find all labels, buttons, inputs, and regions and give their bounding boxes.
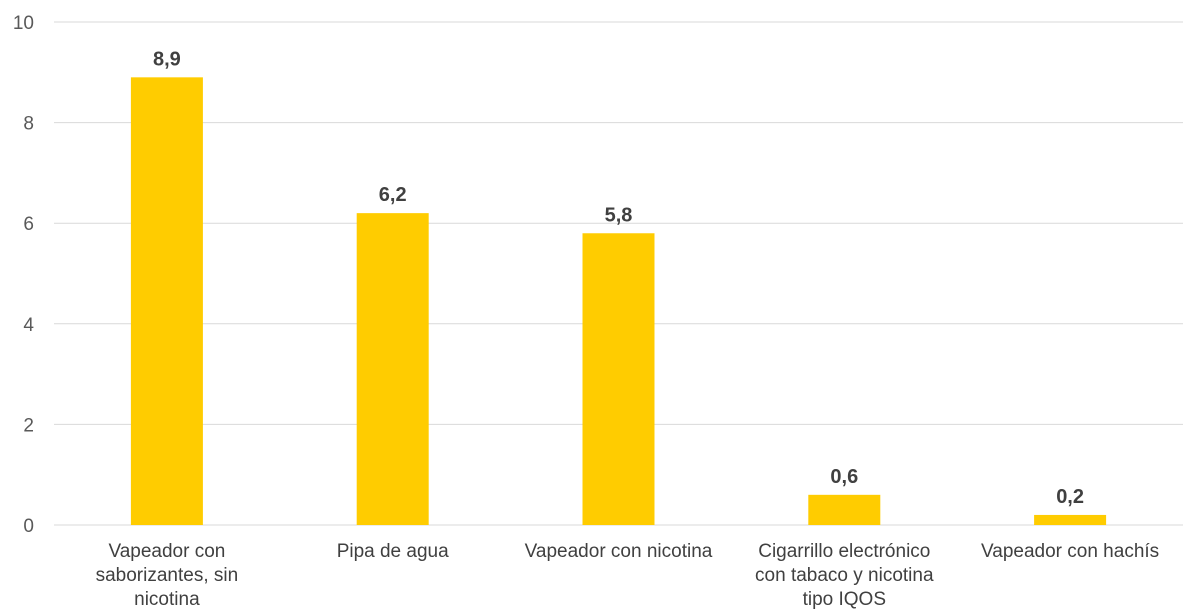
bar [808, 494, 881, 525]
y-tick-label: 4 [23, 315, 34, 336]
y-tick-label: 6 [23, 214, 34, 235]
data-label: 0,6 [830, 466, 858, 488]
data-label: 6,2 [379, 184, 407, 206]
data-label: 5,8 [605, 204, 633, 226]
y-axis-ticks: 0 2 4 6 8 10 [13, 13, 35, 537]
bar [356, 213, 429, 525]
category-label: tipo IQOS [803, 589, 886, 610]
bar [582, 233, 655, 525]
category-label: con tabaco y nicotina [755, 565, 934, 586]
category-label: nicotina [134, 589, 200, 610]
data-labels: 8,9 6,2 5,8 0,6 0,2 [153, 48, 1084, 508]
y-tick-label: 2 [23, 415, 34, 436]
category-label: Pipa de agua [337, 541, 449, 562]
category-label: Vapeador con hachís [981, 541, 1159, 562]
category-label: Vapeador con nicotina [525, 541, 713, 562]
bars [130, 77, 1107, 525]
category-label: Vapeador con [108, 541, 225, 562]
data-label: 0,2 [1056, 486, 1084, 508]
data-label: 8,9 [153, 48, 181, 70]
category-label: Cigarrillo electrónico [758, 541, 930, 562]
category-label: saborizantes, sin [96, 565, 239, 586]
bar [130, 77, 203, 525]
y-tick-label: 0 [23, 516, 34, 537]
y-tick-label: 10 [13, 13, 34, 34]
bar [1034, 514, 1107, 525]
x-axis-categories: Vapeador con saborizantes, sin nicotina Pip… [96, 541, 1160, 610]
y-tick-label: 8 [23, 114, 34, 135]
